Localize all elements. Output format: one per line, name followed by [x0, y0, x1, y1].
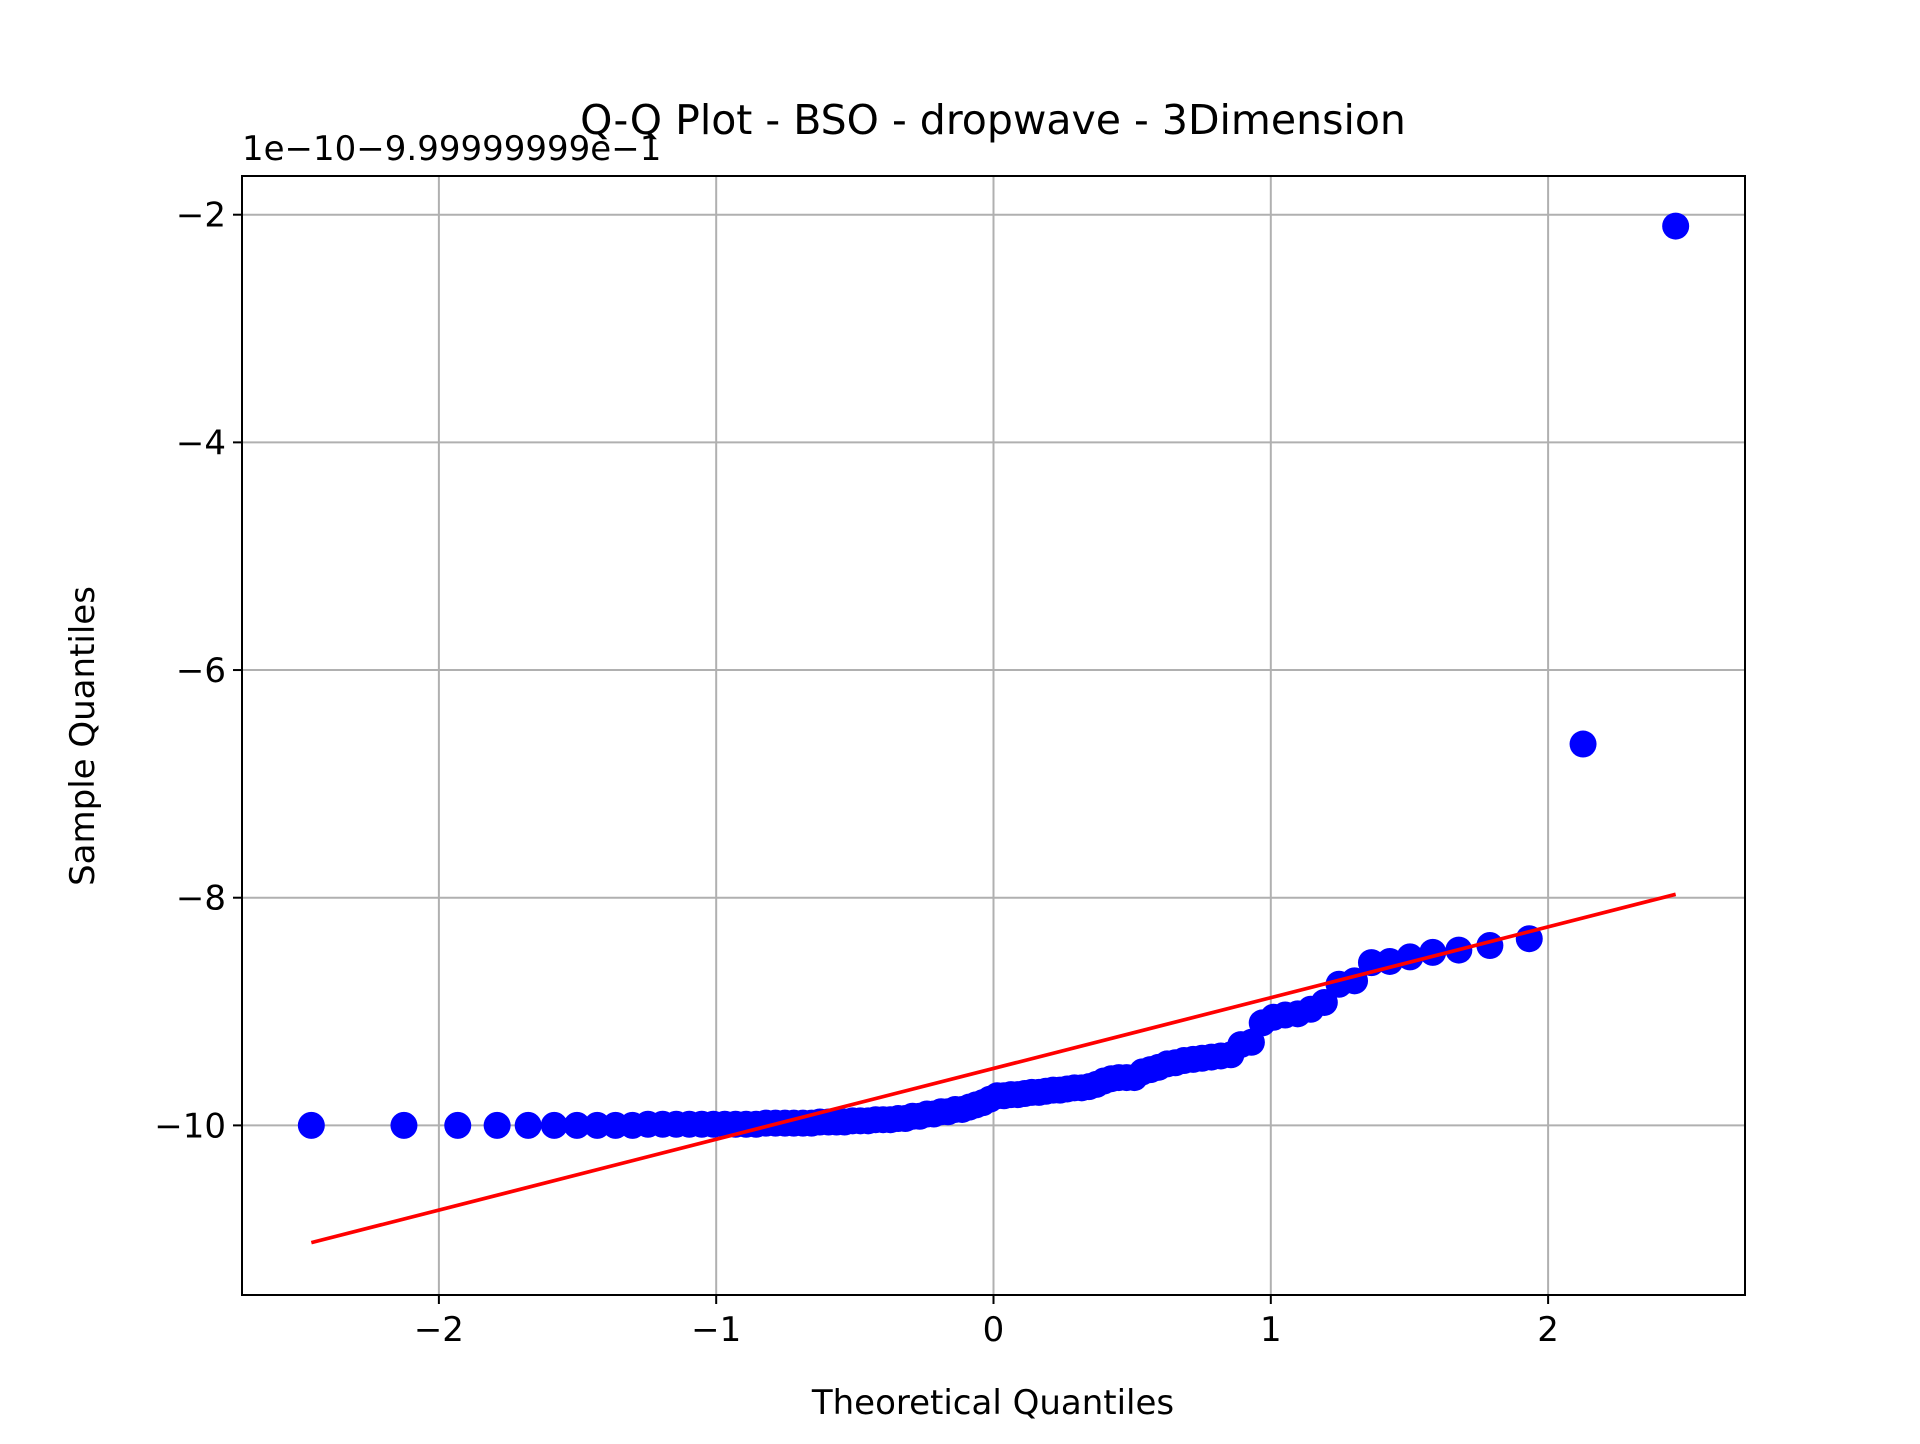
x-tick-label: −1 [691, 1310, 741, 1350]
data-point [390, 1111, 418, 1139]
y-axis-label: Sample Quantiles [63, 586, 103, 886]
data-point [1310, 988, 1338, 1016]
data-point [540, 1111, 568, 1139]
x-tick-label: 2 [1537, 1310, 1559, 1350]
x-axis-label: Theoretical Quantiles [811, 1383, 1174, 1423]
offset-label: 1e−10−9.99999999e−1 [242, 129, 661, 169]
y-tick-label: −6 [176, 651, 226, 691]
plot-frame [241, 175, 1746, 1296]
data-point [297, 1111, 325, 1139]
x-tick-label: −2 [414, 1310, 464, 1350]
fit-line [310, 892, 1677, 1245]
y-tick-label: −4 [176, 423, 226, 463]
data-point [1569, 730, 1597, 758]
data-point [514, 1111, 542, 1139]
y-tick-label: −8 [176, 879, 226, 919]
chart-title: Q-Q Plot - BSO - dropwave - 3Dimension [580, 96, 1406, 144]
data-point [444, 1111, 472, 1139]
y-tick-label: −2 [176, 196, 226, 236]
data-point [563, 1111, 591, 1139]
data-point [483, 1111, 511, 1139]
data-point [1662, 212, 1690, 240]
x-tick-label: 0 [983, 1310, 1005, 1350]
x-tick-label: 1 [1260, 1310, 1282, 1350]
y-tick-label: −10 [154, 1106, 226, 1146]
